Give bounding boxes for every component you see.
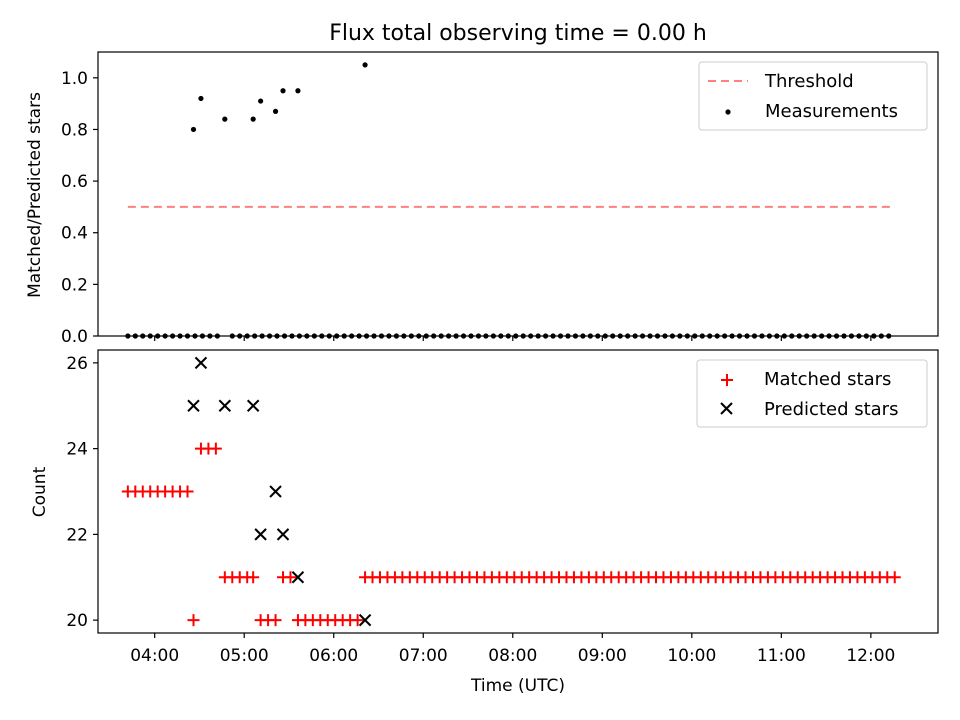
top-x-tick-marks: [154, 336, 872, 341]
top-axes-frame: [97, 51, 939, 337]
legend-predicted-marker: [720, 402, 733, 415]
bottom-y-tick-label: 24: [66, 440, 88, 460]
predicted-star-marker: [291, 571, 305, 584]
measurement-point: [362, 62, 368, 68]
bottom-x-axis: 04:00 05:00 06:00 07:00 08:00 09:00 10:00 11:00…: [130, 633, 895, 666]
bottom-y-axis: 20 22 24 26: [66, 354, 98, 631]
measurement-point: [272, 108, 279, 114]
predicted-star-marker: [218, 399, 232, 412]
measurement-point: [222, 116, 228, 122]
x-tick-label: 07:00: [399, 646, 448, 666]
matched-star-marker: [247, 571, 260, 584]
legend-threshold-label: Threshold: [764, 71, 854, 92]
bottom-axes-frame: [97, 349, 939, 634]
legend-matched-label: Matched stars: [764, 369, 891, 390]
legend-matched-marker: [721, 374, 733, 386]
bottom-y-tick-label: 22: [66, 525, 88, 545]
top-panel: 0.0 0.2 0.4 0.6 0.8 1.0 Matched/Predicted sta…: [25, 51, 939, 347]
top-y-axis-label: Matched/Predicted stars: [25, 92, 45, 298]
bottom-plot-marks: [121, 356, 901, 627]
predicted-star-marker: [246, 399, 260, 412]
matched-star-marker: [181, 485, 194, 498]
measurement-point: [295, 88, 301, 94]
top-y-tick-label: 0.4: [61, 224, 88, 244]
top-legend-box: [698, 61, 928, 131]
legend-measurements-label: Measurements: [765, 101, 898, 122]
predicted-star-marker: [187, 399, 200, 412]
predicted-star-marker: [194, 356, 208, 370]
measurement-point: [250, 116, 256, 122]
x-axis-label: Time (UTC): [470, 676, 565, 696]
top-y-tick-label: 0.0: [61, 327, 88, 347]
top-y-tick-label: 0.2: [61, 275, 88, 295]
chart-title: Flux total observing time = 0.00 h: [329, 21, 707, 46]
measurement-point: [280, 88, 286, 94]
x-tick-label: 09:00: [578, 646, 627, 666]
legend-predicted-label: Predicted stars: [764, 399, 898, 420]
bottom-panel: 20 22 24 26 04:00 05:00 06:00 07:00 08:00 09:00 1…: [30, 349, 939, 696]
matched-star-marker: [284, 571, 297, 584]
matched-star-marker: [209, 442, 222, 455]
predicted-star-marker: [358, 613, 372, 627]
legend-measurements-marker: [725, 109, 731, 115]
top-legend: Threshold Measurements: [698, 61, 928, 131]
x-tick-label: 08:00: [488, 646, 537, 666]
bottom-y-tick-label: 20: [66, 611, 88, 631]
matched-star-marker: [269, 614, 282, 627]
matched-star-marker: [351, 614, 364, 627]
x-tick-label: 05:00: [220, 646, 269, 666]
x-tick-label: 10:00: [667, 646, 716, 666]
top-y-tick-label: 0.8: [61, 120, 88, 140]
predicted-star-marker: [276, 528, 290, 541]
top-y-tick-label: 1.0: [61, 69, 88, 89]
predicted-star-marker: [254, 528, 267, 541]
measurement-point: [258, 98, 264, 104]
top-y-tick-label: 0.6: [61, 172, 88, 192]
measurement-point: [190, 126, 197, 133]
bottom-y-tick-label: 26: [66, 354, 88, 374]
bottom-legend: Matched stars Predicted stars: [696, 359, 928, 428]
bottom-y-axis-label: Count: [30, 466, 50, 517]
matched-star-marker: [187, 614, 200, 627]
bottom-legend-box: [696, 359, 928, 428]
predicted-star-marker: [269, 485, 282, 498]
x-tick-label: 12:00: [846, 646, 895, 666]
matched-star-marker: [888, 571, 901, 584]
x-tick-label: 11:00: [757, 646, 806, 666]
x-tick-label: 06:00: [309, 646, 358, 666]
x-tick-label: 04:00: [130, 646, 179, 666]
top-y-axis: 0.0 0.2 0.4 0.6 0.8 1.0: [61, 69, 98, 347]
measurement-point: [198, 95, 204, 102]
